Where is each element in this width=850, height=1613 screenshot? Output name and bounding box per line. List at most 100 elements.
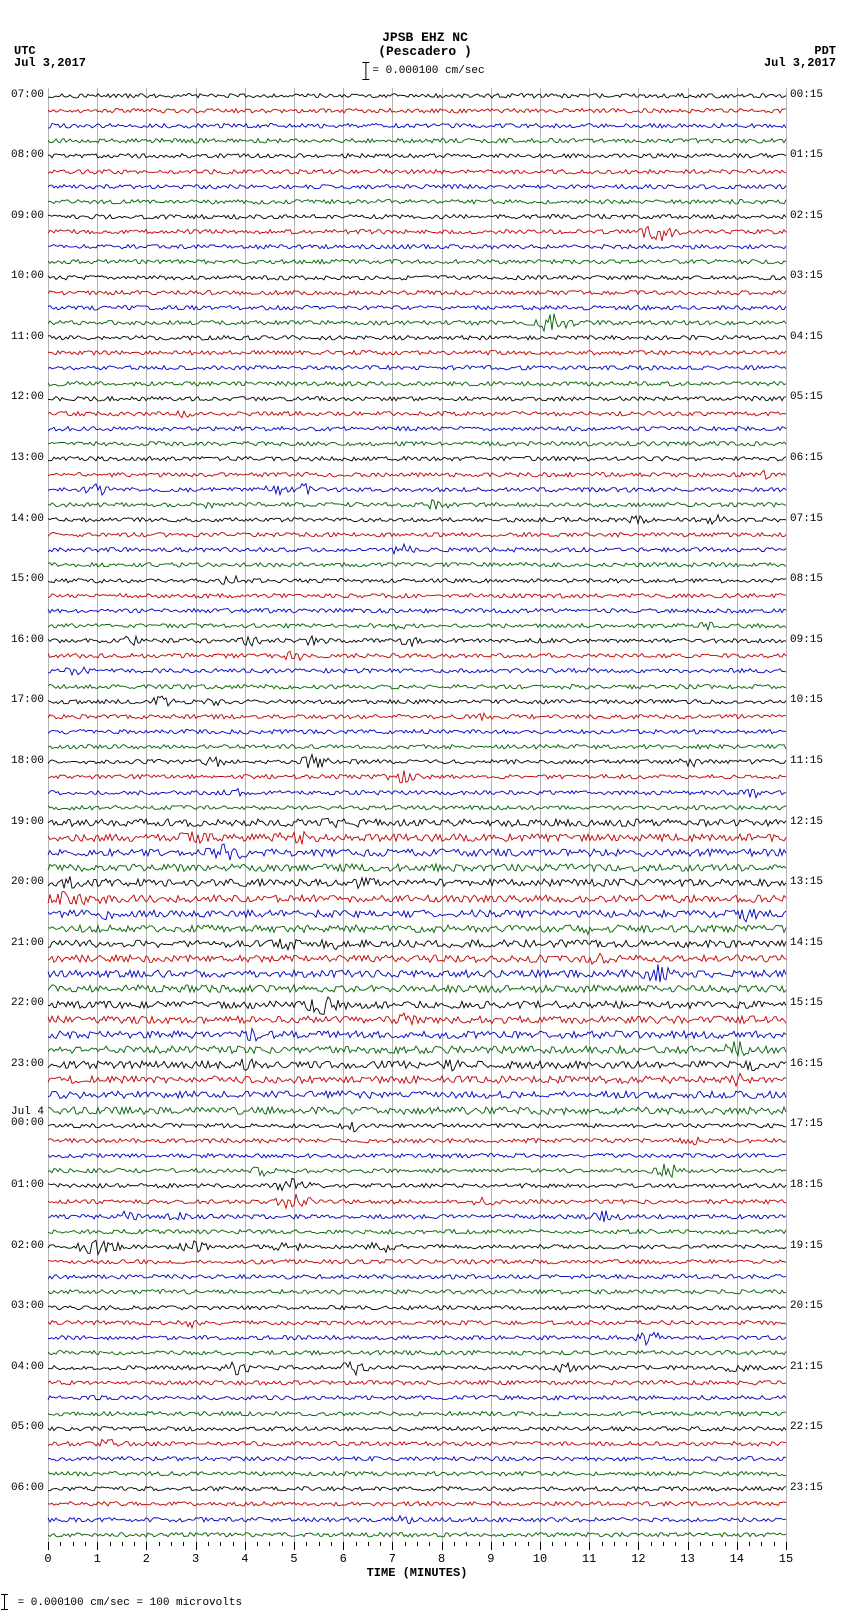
x-tick-minor xyxy=(257,1542,258,1546)
utc-time-label: 15:00 xyxy=(11,574,44,585)
x-tick-minor xyxy=(282,1542,283,1546)
station-location: (Pescadero ) xyxy=(378,44,472,59)
footer-scale: = 0.000100 cm/sec = 100 microvolts xyxy=(4,1595,242,1609)
x-tick-minor xyxy=(712,1542,713,1546)
x-tick-label: 8 xyxy=(438,1552,445,1566)
utc-time-label: 07:00 xyxy=(11,90,44,101)
x-tick xyxy=(737,1542,738,1550)
x-tick-label: 0 xyxy=(44,1552,51,1566)
x-tick-minor xyxy=(171,1542,172,1546)
pdt-time-label: 20:15 xyxy=(790,1301,823,1312)
x-tick-minor xyxy=(306,1542,307,1546)
pdt-time-label: 19:15 xyxy=(790,1241,823,1252)
x-tick-minor xyxy=(368,1542,369,1546)
x-tick-label: 15 xyxy=(779,1552,793,1566)
pdt-time-label: 16:15 xyxy=(790,1059,823,1070)
x-tick xyxy=(196,1542,197,1550)
x-tick-label: 12 xyxy=(631,1552,645,1566)
utc-time-label: 05:00 xyxy=(11,1422,44,1433)
x-tick-minor xyxy=(503,1542,504,1546)
utc-time-label: 14:00 xyxy=(11,514,44,525)
pdt-time-label: 07:15 xyxy=(790,514,823,525)
pdt-time-label: 17:15 xyxy=(790,1119,823,1130)
x-axis-label: TIME (MINUTES) xyxy=(367,1566,468,1580)
x-tick-label: 6 xyxy=(340,1552,347,1566)
utc-time-label: 19:00 xyxy=(11,817,44,828)
utc-time-label: 18:00 xyxy=(11,756,44,767)
x-tick-minor xyxy=(552,1542,553,1546)
x-tick-minor xyxy=(602,1542,603,1546)
x-tick xyxy=(343,1542,344,1550)
helicorder-plot xyxy=(48,88,786,1542)
utc-time-label: 06:00 xyxy=(11,1483,44,1494)
footer-tick-icon xyxy=(4,1595,5,1609)
x-tick-minor xyxy=(331,1542,332,1546)
utc-time-label: 21:00 xyxy=(11,938,44,949)
utc-time-label: 03:00 xyxy=(11,1301,44,1312)
x-tick-minor xyxy=(651,1542,652,1546)
x-tick-minor xyxy=(183,1542,184,1546)
pdt-time-label: 02:15 xyxy=(790,211,823,222)
pdt-time-label: 08:15 xyxy=(790,574,823,585)
utc-time-label: 20:00 xyxy=(11,877,44,888)
utc-time-label: Jul 4 00:00 xyxy=(11,1107,44,1129)
pdt-time-label: 06:15 xyxy=(790,453,823,464)
x-tick-minor xyxy=(269,1542,270,1546)
x-tick xyxy=(392,1542,393,1550)
pdt-time-label: 10:15 xyxy=(790,695,823,706)
pdt-time-label: 11:15 xyxy=(790,756,823,767)
utc-time-label: 09:00 xyxy=(11,211,44,222)
station-id: JPSB EHZ NC xyxy=(382,30,468,45)
footer-text: = 0.000100 cm/sec = 100 microvolts xyxy=(12,1597,242,1609)
x-tick-minor xyxy=(233,1542,234,1546)
x-tick-minor xyxy=(675,1542,676,1546)
x-tick xyxy=(294,1542,295,1550)
x-tick-minor xyxy=(405,1542,406,1546)
x-tick-minor xyxy=(429,1542,430,1546)
utc-time-label: 02:00 xyxy=(11,1241,44,1252)
x-tick-label: 5 xyxy=(290,1552,297,1566)
x-tick-minor xyxy=(663,1542,664,1546)
pdt-time-label: 00:15 xyxy=(790,90,823,101)
x-tick-label: 1 xyxy=(94,1552,101,1566)
x-tick xyxy=(48,1542,49,1550)
x-tick-minor xyxy=(122,1542,123,1546)
pdt-time-label: 09:15 xyxy=(790,635,823,646)
x-tick-minor xyxy=(466,1542,467,1546)
x-tick-minor xyxy=(380,1542,381,1546)
x-tick-minor xyxy=(515,1542,516,1546)
utc-time-label: 23:00 xyxy=(11,1059,44,1070)
utc-time-label: 16:00 xyxy=(11,635,44,646)
x-tick-minor xyxy=(73,1542,74,1546)
pdt-time-label: 22:15 xyxy=(790,1422,823,1433)
pdt-time-label: 01:15 xyxy=(790,150,823,161)
x-tick-minor xyxy=(356,1542,357,1546)
x-tick-minor xyxy=(454,1542,455,1546)
x-tick-label: 13 xyxy=(680,1552,694,1566)
pdt-time-label: 18:15 xyxy=(790,1180,823,1191)
utc-time-label: 04:00 xyxy=(11,1362,44,1373)
pdt-time-label: 14:15 xyxy=(790,938,823,949)
x-tick-label: 7 xyxy=(389,1552,396,1566)
pdt-time-label: 21:15 xyxy=(790,1362,823,1373)
x-tick-minor xyxy=(626,1542,627,1546)
x-tick xyxy=(491,1542,492,1550)
x-tick-label: 10 xyxy=(533,1552,547,1566)
utc-time-label: 08:00 xyxy=(11,150,44,161)
x-tick-minor xyxy=(774,1542,775,1546)
x-axis: TIME (MINUTES) 0123456789101112131415 xyxy=(48,1542,786,1582)
utc-time-label: 11:00 xyxy=(11,332,44,343)
x-tick xyxy=(688,1542,689,1550)
x-tick xyxy=(442,1542,443,1550)
x-tick-minor xyxy=(577,1542,578,1546)
x-tick-minor xyxy=(110,1542,111,1546)
x-tick-label: 4 xyxy=(241,1552,248,1566)
x-tick-minor xyxy=(479,1542,480,1546)
x-tick-minor xyxy=(85,1542,86,1546)
date-left: Jul 3,2017 xyxy=(14,56,86,70)
utc-time-label: 22:00 xyxy=(11,998,44,1009)
x-tick-minor xyxy=(208,1542,209,1546)
x-tick-minor xyxy=(60,1542,61,1546)
date-right: Jul 3,2017 xyxy=(764,56,836,70)
x-tick-label: 2 xyxy=(143,1552,150,1566)
